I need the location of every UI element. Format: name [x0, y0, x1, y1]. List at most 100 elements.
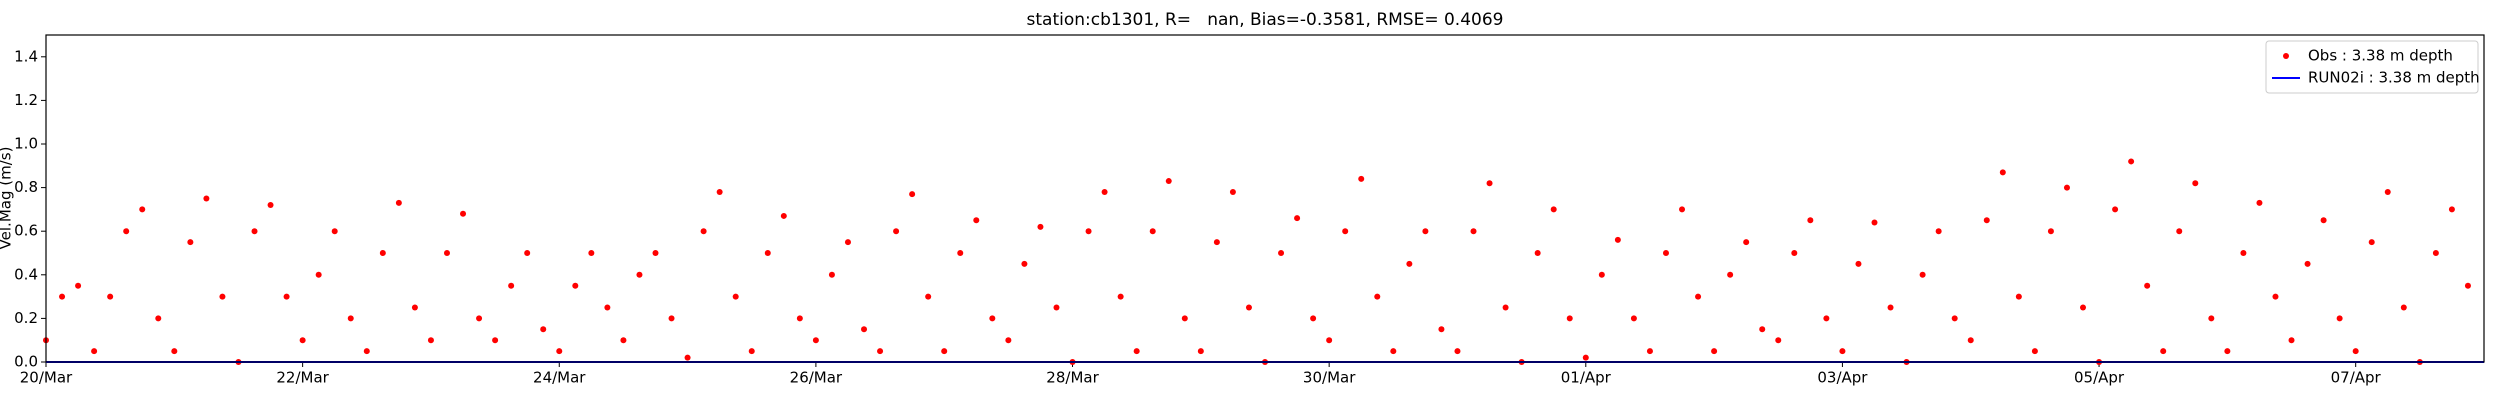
obs-point [1390, 348, 1397, 355]
obs-point [2288, 337, 2295, 344]
obs-point [1438, 326, 1445, 333]
legend-marker [2283, 53, 2289, 59]
obs-point [492, 337, 499, 344]
obs-point [877, 348, 884, 355]
obs-point [716, 188, 723, 195]
obs-point [989, 315, 996, 322]
obs-point [1053, 304, 1060, 311]
obs-point [1358, 175, 1365, 182]
obs-point [283, 293, 290, 300]
obs-point [1502, 304, 1509, 311]
obs-point [1133, 348, 1140, 355]
y-tick-label: 1.4 [14, 47, 38, 65]
obs-point [1101, 188, 1108, 195]
obs-point [796, 315, 803, 322]
obs-point [171, 348, 178, 355]
obs-point [1967, 337, 1974, 344]
obs-point [861, 326, 868, 333]
x-tick-label: 26/Mar [790, 369, 843, 387]
obs-point [460, 210, 467, 217]
obs-point [844, 239, 851, 246]
obs-point [524, 250, 531, 256]
obs-point [1743, 239, 1750, 246]
obs-point [780, 212, 787, 219]
obs-point [764, 250, 771, 256]
obs-point [2352, 348, 2359, 355]
obs-point [1326, 337, 1333, 344]
obs-point [1598, 271, 1605, 278]
obs-point [1646, 348, 1653, 355]
obs-point [347, 315, 354, 322]
obs-point [684, 354, 691, 361]
y-tick-label: 1.2 [14, 91, 38, 109]
obs-point [941, 348, 948, 355]
obs-point [1839, 348, 1846, 355]
obs-point [1775, 337, 1782, 344]
obs-point [1342, 228, 1349, 235]
obs-point [315, 271, 322, 278]
obs-point [1759, 326, 1766, 333]
obs-point [2320, 217, 2327, 224]
obs-point [75, 282, 82, 289]
obs-point [1149, 228, 1156, 235]
obs-point [1855, 260, 1862, 267]
obs-point [363, 348, 370, 355]
obs-point [395, 199, 402, 206]
obs-point [1791, 250, 1798, 256]
obs-point [1823, 315, 1830, 322]
obs-point [203, 195, 210, 202]
legend-label: RUN02i : 3.38 m depth [2308, 69, 2480, 87]
obs-point [299, 337, 306, 344]
obs-point [139, 206, 146, 213]
obs-point [2464, 282, 2471, 289]
obs-point [1919, 271, 1926, 278]
obs-point [1486, 180, 1493, 187]
obs-point [443, 250, 450, 256]
obs-point [1999, 169, 2006, 176]
obs-point [1374, 293, 1381, 300]
obs-point [2128, 158, 2135, 165]
obs-point [1807, 217, 1814, 224]
obs-point [652, 250, 659, 256]
y-tick-label: 0.8 [14, 178, 38, 196]
obs-point [1085, 228, 1092, 235]
x-tick-label: 28/Mar [1046, 369, 1099, 387]
obs-point [1711, 348, 1718, 355]
obs-point [556, 348, 563, 355]
obs-point [1935, 228, 1942, 235]
obs-point [812, 337, 819, 344]
obs-point [620, 337, 627, 344]
obs-point [732, 293, 739, 300]
obs-point [1213, 239, 1220, 246]
legend-box [2265, 40, 2479, 94]
obs-point [2112, 206, 2119, 213]
obs-point [909, 191, 916, 198]
x-tick-label: 20/Mar [20, 369, 73, 387]
y-axis-label: Vel.Mag (m/s) [0, 147, 15, 250]
plot-frame [45, 34, 2485, 363]
obs-point [2368, 239, 2375, 246]
obs-point [572, 282, 579, 289]
obs-point [893, 228, 900, 235]
y-tick-label: 0.6 [14, 222, 38, 240]
obs-point [508, 282, 515, 289]
x-tick-label: 22/Mar [276, 369, 329, 387]
obs-point [2400, 304, 2407, 311]
obs-point [1197, 348, 1204, 355]
obs-point [2240, 250, 2247, 256]
obs-point [1294, 215, 1301, 222]
obs-point [2015, 293, 2022, 300]
obs-point [2063, 184, 2070, 191]
obs-point [1005, 337, 1012, 344]
obs-point [1037, 223, 1044, 230]
obs-point [1278, 250, 1285, 256]
obs-point [540, 326, 547, 333]
obs-point [1470, 228, 1477, 235]
obs-point [604, 304, 611, 311]
obs-point [2448, 206, 2455, 213]
obs-point [2192, 180, 2199, 187]
obs-point [1951, 315, 1958, 322]
obs-point [1727, 271, 1734, 278]
obs-point [123, 228, 130, 235]
